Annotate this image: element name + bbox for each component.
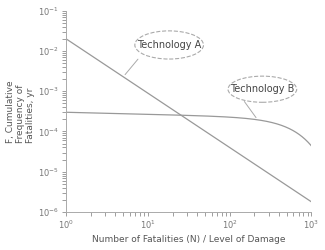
Ellipse shape <box>135 31 203 59</box>
X-axis label: Number of Fatalities (N) / Level of Damage: Number of Fatalities (N) / Level of Dama… <box>92 236 286 244</box>
Y-axis label: F, Cumulative
Frequency of
Fatalities, yr: F, Cumulative Frequency of Fatalities, y… <box>6 80 35 143</box>
Ellipse shape <box>228 76 297 102</box>
Text: Technology B: Technology B <box>230 84 294 94</box>
Text: Technology A: Technology A <box>137 40 201 50</box>
